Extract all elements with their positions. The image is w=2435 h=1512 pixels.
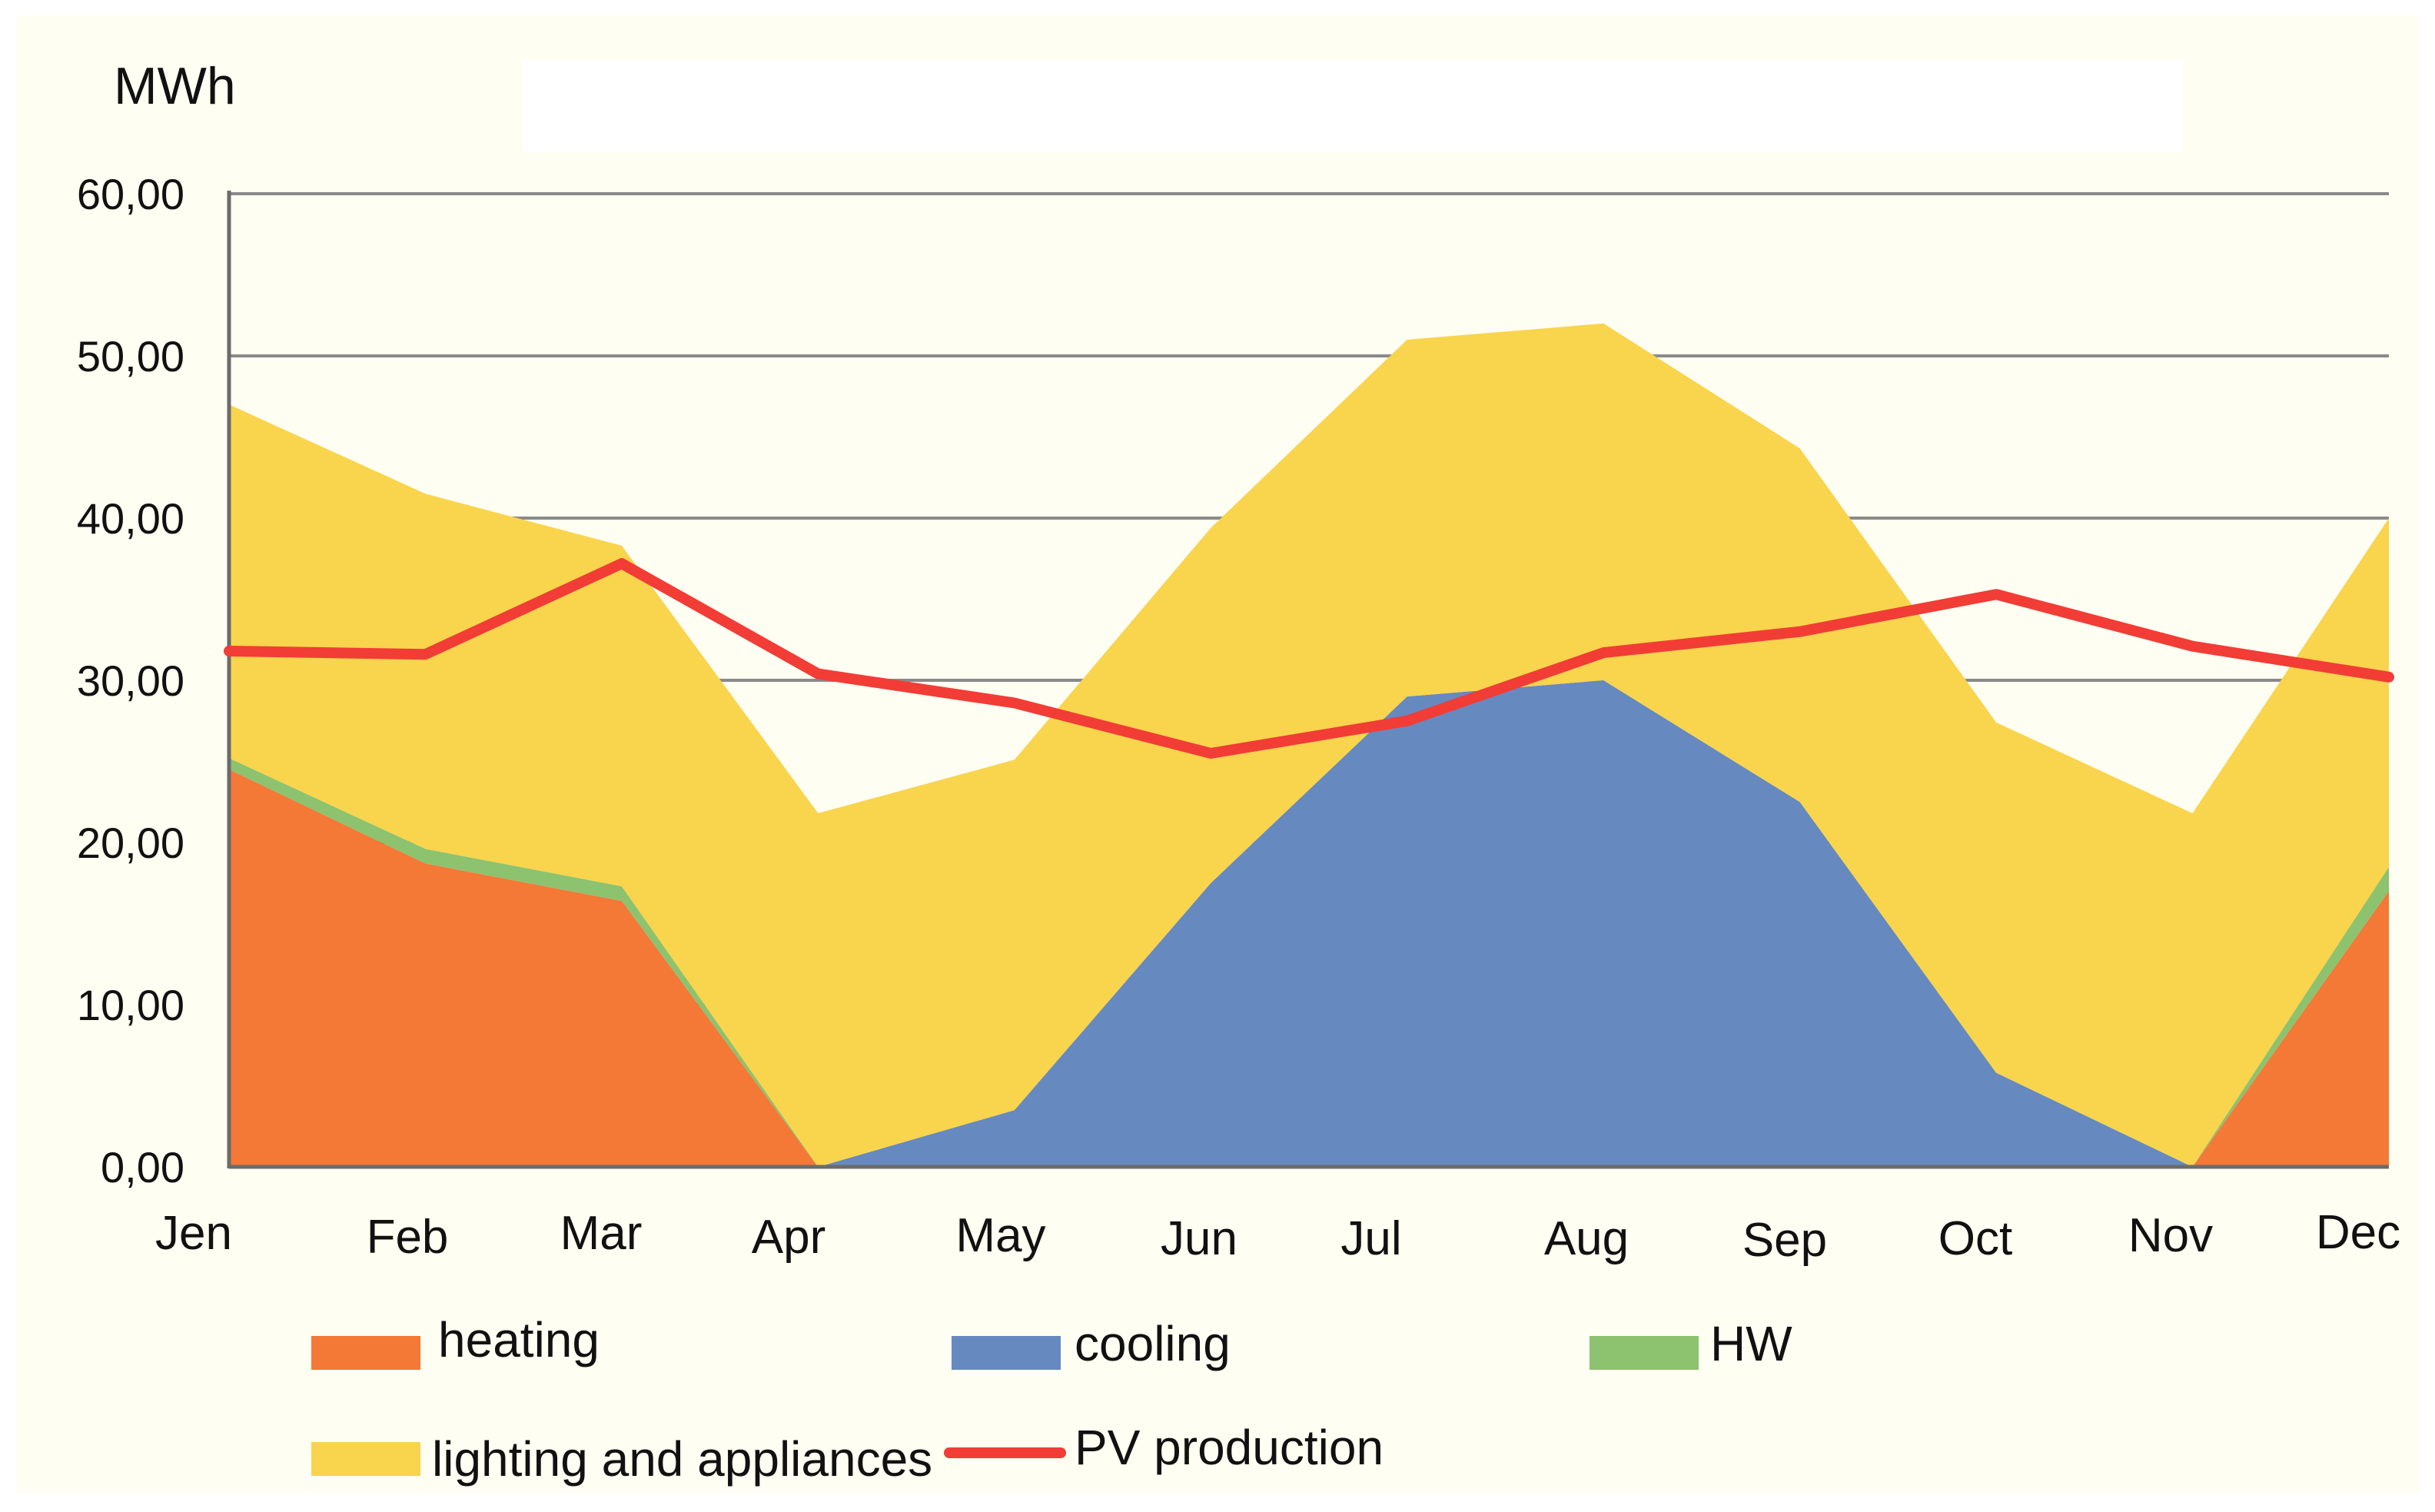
x-tick-label-may: May	[955, 1209, 1045, 1262]
pv-point-may	[1013, 702, 1015, 704]
pv-point-jun	[1210, 752, 1212, 754]
y-tick-label: 50,00	[77, 332, 184, 380]
y-tick-label: 10,00	[77, 981, 184, 1029]
legend: heating cooling HW lighting and appliances P…	[311, 1312, 1792, 1487]
legend-swatch-lighting-and-appliances	[311, 1442, 420, 1476]
legend-swatch-hw	[1590, 1336, 1699, 1370]
x-tick-label-jul: Jul	[1340, 1212, 1401, 1265]
legend-label-pv-production: PV production	[1075, 1420, 1384, 1475]
title-box	[523, 60, 2183, 152]
area-lighting-and-appliances	[229, 323, 2389, 1167]
x-tick-label-nov: Nov	[2128, 1209, 2213, 1262]
pv-point-dec	[2388, 676, 2390, 678]
pv-point-feb	[424, 653, 427, 656]
x-tick-label-aug: Aug	[1544, 1212, 1629, 1265]
pv-point-jen	[228, 650, 230, 653]
legend-label-heating: heating	[438, 1312, 600, 1367]
pv-point-oct	[1995, 593, 1998, 596]
pv-point-sep	[1799, 630, 1801, 633]
x-tick-label-jen: Jen	[155, 1207, 232, 1260]
pv-line-layer	[224, 558, 2394, 759]
x-tick-label-jun: Jun	[1161, 1212, 1237, 1265]
y-tick-label: 30,00	[77, 656, 184, 705]
stacked-areas	[229, 323, 2389, 1167]
x-tick-label-feb: Feb	[367, 1211, 449, 1264]
pv-point-nov	[2191, 645, 2194, 647]
y-tick-label: 60,00	[77, 170, 184, 218]
legend-swatch-heating	[311, 1336, 420, 1370]
pv-point-jul	[1406, 719, 1408, 722]
y-tick-label: 0,00	[101, 1143, 184, 1191]
pv-point-apr	[817, 673, 819, 675]
legend-label-cooling: cooling	[1075, 1316, 1231, 1371]
y-axis-label: MWh	[114, 57, 236, 115]
x-tick-label-apr: Apr	[752, 1211, 826, 1264]
legend-label-lighting-and-appliances: lighting and appliances	[432, 1431, 932, 1487]
area-cooling	[229, 680, 2389, 1167]
y-tick-label: 40,00	[77, 494, 184, 543]
x-tick-label-oct: Oct	[1938, 1212, 2012, 1265]
line-pv-production	[224, 558, 2394, 759]
x-tick-label-dec: Dec	[2316, 1206, 2400, 1259]
x-tick-label-mar: Mar	[560, 1207, 643, 1260]
area-heating	[229, 769, 2389, 1167]
axis-labels: MWh 0,00 10,00 20,00 30,00 40,00 50,00 60,00 Je…	[77, 57, 2400, 1267]
y-tick-label: 20,00	[77, 819, 184, 867]
pv-point-aug	[1603, 652, 1605, 654]
pv-point-mar	[620, 563, 623, 565]
legend-label-hw: HW	[1710, 1316, 1792, 1371]
axes	[227, 191, 2389, 1169]
x-tick-label-sep: Sep	[1742, 1214, 1827, 1267]
legend-swatch-cooling	[952, 1336, 1061, 1370]
